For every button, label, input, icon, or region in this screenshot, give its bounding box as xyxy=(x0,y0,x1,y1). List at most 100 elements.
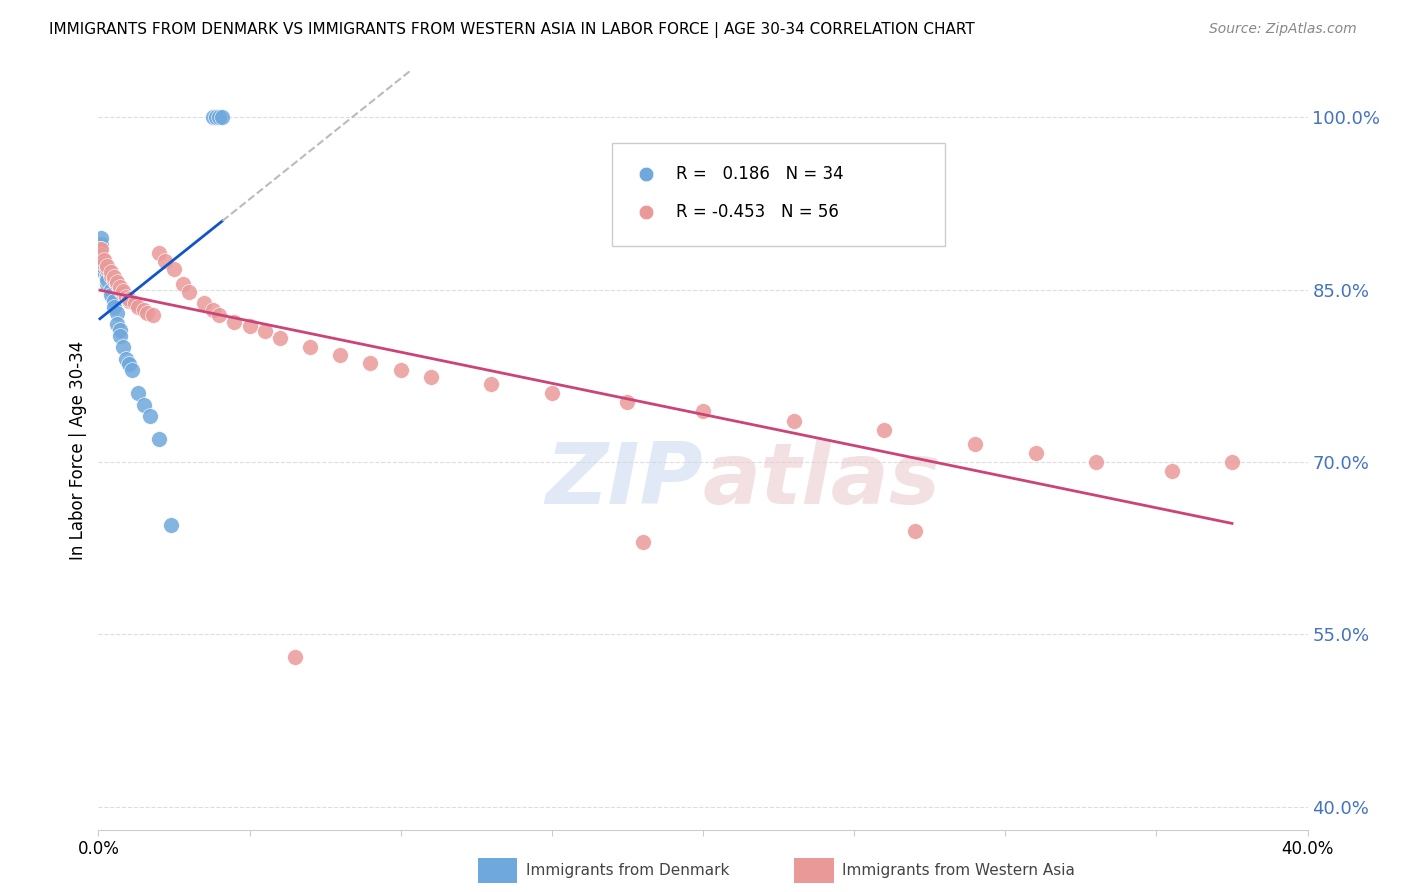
Point xyxy=(208,308,231,322)
Point xyxy=(142,308,165,322)
Point xyxy=(100,265,122,279)
Point xyxy=(420,370,443,384)
Point xyxy=(299,340,322,354)
Point xyxy=(90,231,112,245)
Point xyxy=(616,395,638,409)
Point xyxy=(132,397,155,411)
Point xyxy=(163,262,186,277)
Point xyxy=(118,294,141,309)
Point xyxy=(269,331,291,345)
Point xyxy=(148,432,170,446)
Point xyxy=(108,283,131,297)
Point xyxy=(105,275,128,289)
Point xyxy=(111,286,134,301)
Point xyxy=(540,386,562,401)
Point xyxy=(135,305,157,319)
Point xyxy=(89,243,111,257)
Point xyxy=(114,351,136,366)
Point xyxy=(96,268,118,283)
Point xyxy=(111,284,134,298)
Point xyxy=(127,386,149,401)
Point xyxy=(1024,446,1046,460)
Point xyxy=(139,409,162,423)
Point xyxy=(90,236,112,251)
Point xyxy=(96,259,118,273)
Point xyxy=(105,305,128,319)
Point xyxy=(121,363,143,377)
Point xyxy=(179,285,201,299)
Point xyxy=(90,254,112,268)
Text: Immigrants from Denmark: Immigrants from Denmark xyxy=(526,863,730,878)
Point xyxy=(103,273,125,287)
Point xyxy=(783,414,806,428)
FancyBboxPatch shape xyxy=(613,144,945,245)
Point xyxy=(93,254,115,268)
Point xyxy=(253,324,276,338)
Point xyxy=(239,319,262,334)
Point xyxy=(284,650,307,665)
Point xyxy=(91,254,114,268)
Text: Source: ZipAtlas.com: Source: ZipAtlas.com xyxy=(1209,22,1357,37)
Point xyxy=(114,289,136,303)
Point xyxy=(1085,455,1108,469)
Point xyxy=(90,248,112,262)
Text: ZIP: ZIP xyxy=(546,439,703,523)
Point xyxy=(96,277,118,291)
Point xyxy=(108,328,131,343)
Point xyxy=(1220,455,1243,469)
Point xyxy=(904,524,927,538)
Point xyxy=(873,423,896,437)
Point xyxy=(105,317,128,331)
Point xyxy=(202,111,225,125)
Point xyxy=(329,348,352,362)
Point xyxy=(160,518,183,533)
Point xyxy=(96,273,118,287)
Point xyxy=(103,300,125,314)
Point xyxy=(224,315,246,329)
Point xyxy=(90,260,112,274)
Point xyxy=(93,257,115,271)
Point xyxy=(103,294,125,309)
Point xyxy=(90,243,112,257)
Point xyxy=(211,111,233,125)
Point xyxy=(105,277,128,291)
Point xyxy=(132,303,155,318)
Point xyxy=(360,356,382,370)
Point xyxy=(118,292,141,306)
Y-axis label: In Labor Force | Age 30-34: In Labor Force | Age 30-34 xyxy=(69,341,87,560)
Point xyxy=(205,111,228,125)
Point xyxy=(100,283,122,297)
Point xyxy=(100,288,122,302)
Point xyxy=(193,296,215,310)
Point xyxy=(96,262,118,277)
Point xyxy=(108,323,131,337)
Point xyxy=(103,270,125,285)
Point xyxy=(93,252,115,267)
Point xyxy=(89,248,111,262)
Point xyxy=(124,296,146,310)
Point xyxy=(100,268,122,283)
Text: R = -0.453   N = 56: R = -0.453 N = 56 xyxy=(676,202,839,220)
Point xyxy=(93,265,115,279)
Point xyxy=(481,376,503,391)
Text: IMMIGRANTS FROM DENMARK VS IMMIGRANTS FROM WESTERN ASIA IN LABOR FORCE | AGE 30-: IMMIGRANTS FROM DENMARK VS IMMIGRANTS FR… xyxy=(49,22,974,38)
Point xyxy=(111,340,134,354)
Point xyxy=(93,260,115,274)
Point xyxy=(208,111,231,125)
Point xyxy=(127,300,149,314)
Point xyxy=(108,280,131,294)
Point xyxy=(172,277,194,291)
Point xyxy=(389,363,412,377)
Text: atlas: atlas xyxy=(703,439,941,523)
Point xyxy=(96,271,118,285)
Point xyxy=(1160,464,1182,478)
Text: Immigrants from Western Asia: Immigrants from Western Asia xyxy=(842,863,1076,878)
Point xyxy=(153,254,176,268)
Point xyxy=(148,245,170,260)
Point xyxy=(202,303,225,318)
Point xyxy=(118,357,141,371)
Point xyxy=(692,404,714,418)
Point xyxy=(965,436,987,450)
Point xyxy=(631,535,654,549)
Text: R =   0.186   N = 34: R = 0.186 N = 34 xyxy=(676,165,844,183)
